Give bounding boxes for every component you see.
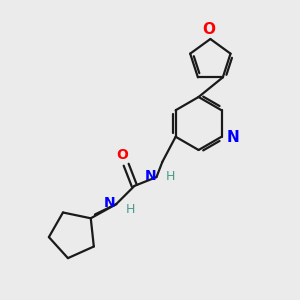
Text: N: N xyxy=(226,130,239,145)
Text: N: N xyxy=(104,196,116,210)
Text: H: H xyxy=(166,170,175,183)
Text: O: O xyxy=(117,148,129,162)
Text: N: N xyxy=(144,169,156,183)
Text: O: O xyxy=(202,22,215,37)
Text: H: H xyxy=(126,203,135,216)
